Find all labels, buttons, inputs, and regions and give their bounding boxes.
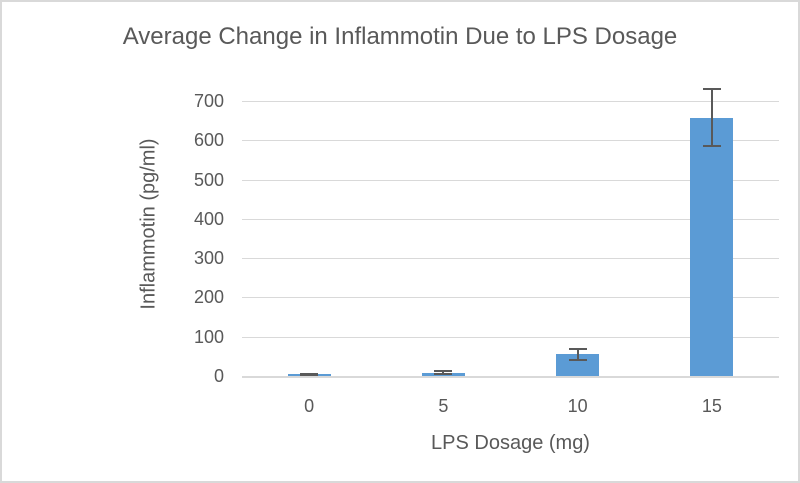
gridline [242,218,779,220]
gridline [242,179,779,181]
gridline [242,297,779,299]
y-tick-label: 0 [213,366,224,386]
x-tick-label: 5 [438,396,449,416]
error-bar-cap-top [568,348,587,351]
y-tick-label: 300 [193,248,224,269]
error-bar-cap-top [300,372,319,375]
x-axis-line [242,375,779,378]
error-bar-cap-bottom [300,374,319,377]
error-bar-cap-top [434,370,453,373]
error-bar-cap-bottom [702,144,721,147]
error-bar-cap-top [702,88,721,91]
error-bar-line [710,89,713,146]
y-tick-label: 500 [193,169,224,190]
gridline [242,140,779,142]
bar-10 [556,354,600,376]
y-tick-label: 700 [193,91,224,111]
error-bar-line [576,349,579,360]
x-axis-title: LPS Dosage (mg) [431,432,590,454]
x-tick-label: 10 [567,396,588,416]
y-tick-label: 100 [193,326,224,347]
x-tick-label: 0 [304,396,315,416]
gridline [242,101,779,102]
gridline [242,336,779,338]
bar-15 [690,117,734,376]
y-tick-label: 400 [193,208,224,229]
error-bar-cap-bottom [434,373,453,376]
error-bar-cap-bottom [568,358,587,361]
chart-title: Average Change in Inflammotin Due to LPS… [122,23,678,50]
x-tick-label: 15 [701,396,722,416]
y-axis-title: Inflammotin (pg/ml) [137,138,160,310]
error-bar-line [442,371,445,375]
gridline [242,258,779,260]
y-tick-label: 200 [193,287,224,308]
y-tick-label: 600 [193,130,224,151]
